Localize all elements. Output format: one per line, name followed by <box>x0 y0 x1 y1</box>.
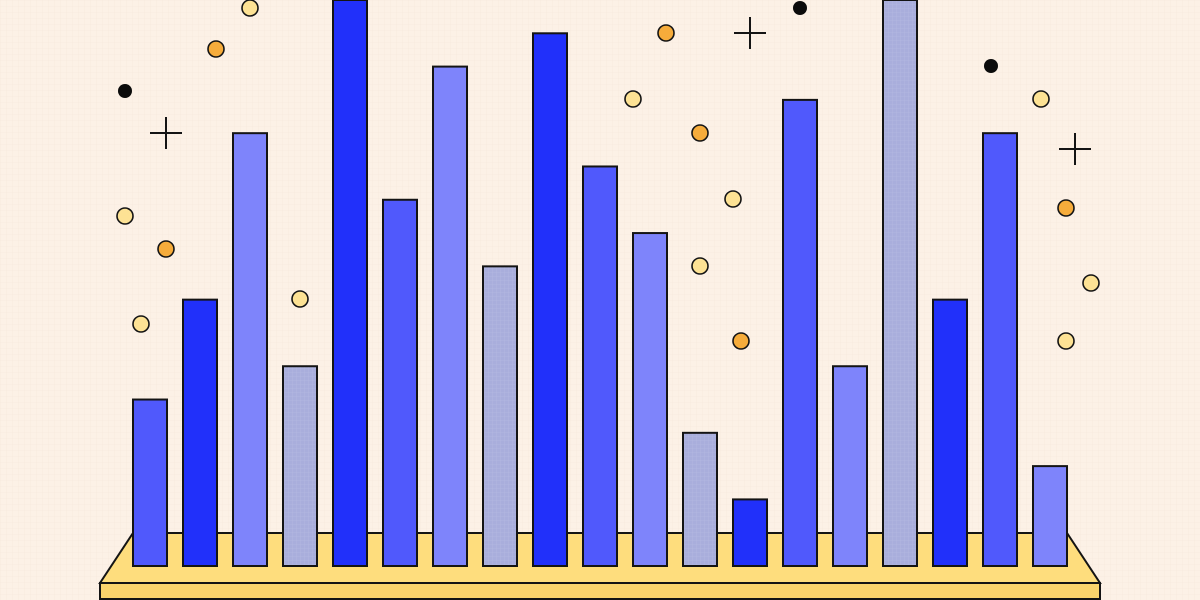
decor-dot-light-1 <box>241 0 259 17</box>
bar-4-texture <box>284 367 316 565</box>
bar-15 <box>832 365 868 567</box>
bar-1 <box>132 398 168 567</box>
decor-dot-light-19 <box>1057 332 1075 350</box>
decor-dot-dark-3 <box>118 84 132 98</box>
decor-dot-light-6 <box>291 290 309 308</box>
bar-19 <box>1032 465 1068 567</box>
decor-dot-light-4 <box>116 207 134 225</box>
bar-11 <box>632 232 668 567</box>
decor-cross-2 <box>734 17 766 49</box>
bar-14 <box>782 98 818 567</box>
decor-cross-3 <box>1059 133 1091 165</box>
decor-dot-light-9 <box>624 90 642 108</box>
bar-2 <box>182 298 218 567</box>
bar-5 <box>332 0 368 567</box>
decor-dot-orange-17 <box>1057 199 1075 217</box>
bar-12-texture <box>684 433 716 565</box>
decoration-layer <box>116 0 1100 350</box>
decor-dot-orange-2 <box>207 40 225 58</box>
bar-7 <box>432 65 468 568</box>
decor-cross-1 <box>150 117 182 149</box>
bar-6 <box>382 198 418 567</box>
bar-9 <box>532 32 568 567</box>
bar-13 <box>732 498 768 568</box>
decor-dot-orange-5 <box>157 240 175 258</box>
decor-dot-orange-10 <box>691 124 709 142</box>
decor-dot-light-7 <box>132 315 150 333</box>
decor-dot-light-16 <box>1032 90 1050 108</box>
decor-dot-light-11 <box>724 190 742 208</box>
bar-18 <box>982 132 1018 567</box>
decor-dot-orange-8 <box>657 24 675 42</box>
bar-series <box>132 0 1068 568</box>
bar-16-texture <box>884 1 916 565</box>
bar-8-texture <box>484 267 516 565</box>
base-front-face <box>99 582 1101 600</box>
decor-dot-dark-15 <box>984 59 998 73</box>
decor-dot-dark-14 <box>793 1 807 15</box>
bar-10 <box>582 165 618 567</box>
bar-17 <box>932 298 968 567</box>
decor-dot-light-18 <box>1082 274 1100 292</box>
decor-dot-orange-13 <box>732 332 750 350</box>
decor-dot-light-12 <box>691 257 709 275</box>
bar-3 <box>232 132 268 567</box>
